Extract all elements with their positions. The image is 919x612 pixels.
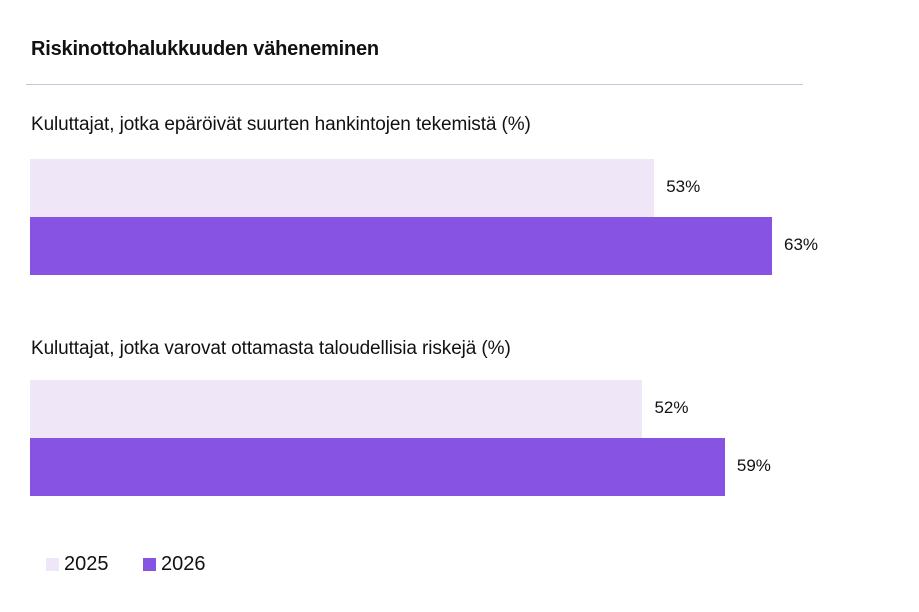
bar-2026-avoid-financial-risks	[30, 438, 725, 496]
value-label-2025-hesitate-purchases: 53%	[666, 177, 701, 196]
bar-2025-hesitate-purchases	[30, 159, 655, 217]
bar-2026-hesitate-purchases	[30, 217, 772, 275]
legend-swatch-2025	[46, 558, 59, 571]
legend-item-2026: 2026	[143, 553, 206, 576]
bar-2025-avoid-financial-risks	[30, 380, 643, 438]
category-label-avoid-financial-risks: Kuluttajat, jotka varovat ottamasta talo…	[31, 338, 511, 359]
legend-label-2026: 2026	[161, 553, 206, 575]
value-label-2025-avoid-financial-risks: 52%	[654, 398, 689, 417]
legend-label-2025: 2025	[64, 553, 109, 575]
title-divider	[26, 84, 803, 85]
legend-swatch-2026	[143, 558, 156, 571]
value-label-2026-hesitate-purchases: 63%	[784, 235, 819, 254]
value-label-2026-avoid-financial-risks: 59%	[736, 456, 771, 475]
chart-title: Riskinottohalukkuuden väheneminen	[31, 38, 379, 60]
legend-item-2025: 2025	[46, 553, 109, 576]
category-label-hesitate-purchases: Kuluttajat, jotka epäröivät suurten hank…	[31, 114, 531, 135]
